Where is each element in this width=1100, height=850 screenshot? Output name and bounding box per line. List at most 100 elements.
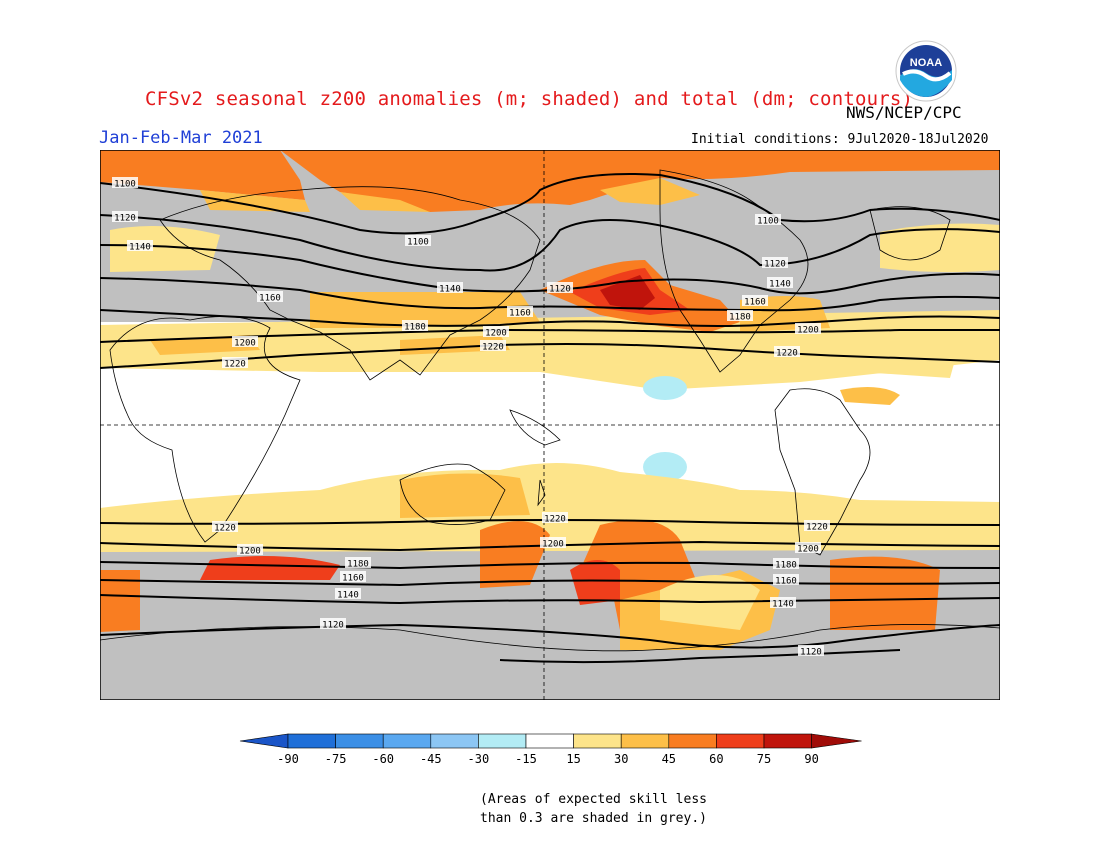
contour-label: 1120 [114,214,136,224]
colorbar-box [335,733,384,749]
contour-label: 1120 [549,285,571,295]
contour-label-bg [340,571,366,582]
colorbar-box [716,733,765,749]
contour-label-bg [540,537,566,548]
contour-label: 1100 [407,238,429,248]
colorbar-box [525,733,574,749]
contour-label: 1220 [224,360,246,370]
contour-label-bg [112,211,138,222]
contour-label-bg [727,310,753,321]
contour-label: 1140 [772,600,794,610]
colorbar-box [573,733,622,749]
contour-label: 1160 [744,298,766,308]
contour-label: 1220 [776,349,798,359]
colorbar-box [620,733,670,749]
colorbar-label: -60 [372,752,394,766]
contour-label: 1160 [259,294,281,304]
contour-label-bg [773,558,799,569]
contour-label-bg [237,544,263,555]
contour-label: 1200 [485,329,507,339]
colorbar-boxes [239,733,862,749]
contour-label: 1180 [729,313,751,323]
colorbar-label: 15 [566,752,580,766]
contour-label: 1220 [806,523,828,533]
contour-label: 1200 [797,545,819,555]
colorbar-label: -45 [420,752,442,766]
contour-label: 1140 [337,591,359,601]
colorbar-label: -90 [277,752,299,766]
noaa-logo-text: NOAA [910,57,942,69]
contour-label-bg [767,277,793,288]
contour-label-bg [742,295,768,306]
colorbar-right-arrow [811,733,862,749]
contour-label-bg [773,574,799,585]
contour-label-bg [795,542,821,553]
colorbar-labels: -90 -75 -60 -45 -30 -15 15 30 45 60 75 90 [277,752,819,766]
colorbar-box [287,733,336,749]
contour-label: 1220 [482,343,504,353]
colorbar: -90 -75 -60 -45 -30 -15 15 30 45 60 75 90 [238,733,862,771]
contour-label: 1140 [129,243,151,253]
colorbar-label: 60 [709,752,723,766]
contour-label-bg [547,282,573,293]
contour-label-bg [112,177,138,188]
anomaly-map: 1100 1100 1100 1120 1120 1120 1140 1140 1140 1160… [76,149,1001,717]
noaa-logo: NOAA [895,40,957,102]
colorbar-label: -75 [325,752,347,766]
contour-label: 1160 [342,574,364,584]
colorbar-box [478,733,527,749]
contour-label: 1200 [234,339,256,349]
graticule [100,150,1000,700]
contour-label: 1200 [542,540,564,550]
contour-label: 1100 [757,217,779,227]
contour-label: 1160 [775,577,797,587]
contour-label: 1200 [239,547,261,557]
contour-label: 1180 [347,560,369,570]
colorbar-label: 75 [757,752,771,766]
contour-label: 1100 [114,180,136,190]
contour-label-bg [507,306,533,317]
contour-label-bg [335,588,361,599]
contour-label-bg [483,326,509,337]
colorbar-label: -15 [515,752,537,766]
contour-label-bg [345,557,371,568]
colorbar-box [668,733,717,749]
contour-label-bg [405,235,431,246]
contour-label: 1160 [509,309,531,319]
contour-label: 1220 [544,515,566,525]
organization-label: NWS/NCEP/CPC [846,103,962,122]
contour-label-bg [804,520,830,531]
contour-label-bg [402,320,428,331]
contour-label: 1140 [439,285,461,295]
south-anomaly-shading [100,462,1000,650]
contour-label: 1180 [404,323,426,333]
colorbar-label: 30 [614,752,628,766]
contour-label: 1120 [764,260,786,270]
contour-label-bg [795,323,821,334]
contour-label-bg [755,214,781,225]
contour-label-bg [257,291,283,302]
negative-anomaly-shading [643,376,687,482]
season-label: Jan-Feb-Mar 2021 [99,128,263,148]
colorbar-box [430,733,479,749]
contour-label-bg [774,346,800,357]
contour-label-bg [437,282,463,293]
contour-label-bg [320,618,346,629]
contour-label-bg [542,512,568,523]
colorbar-left-arrow [239,733,289,749]
contour-label-bg [222,357,248,368]
contour-label-bg [212,521,238,532]
colorbar-label: 90 [804,752,818,766]
continent-outlines [100,169,1000,652]
initial-conditions-label: Initial conditions: 9Jul2020-18Jul2020 [691,132,989,147]
contour-label: 1200 [797,326,819,336]
contour-label-bg [127,240,153,251]
colorbar-box [763,733,812,749]
contour-label: 1140 [769,280,791,290]
colorbar-box [382,733,432,749]
colorbar-label: -30 [468,752,490,766]
contour-label-bg [762,257,788,268]
chart-title: CFSv2 seasonal z200 anomalies (m; shaded… [145,88,914,110]
contour-label: 1120 [322,621,344,631]
